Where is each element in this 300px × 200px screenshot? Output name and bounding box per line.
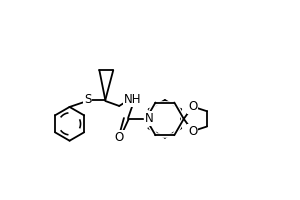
Text: O: O [188, 100, 197, 113]
Text: O: O [115, 131, 124, 144]
Text: S: S [84, 93, 91, 106]
Text: N: N [145, 112, 153, 125]
Text: O: O [188, 125, 197, 138]
Text: NH: NH [124, 93, 142, 106]
